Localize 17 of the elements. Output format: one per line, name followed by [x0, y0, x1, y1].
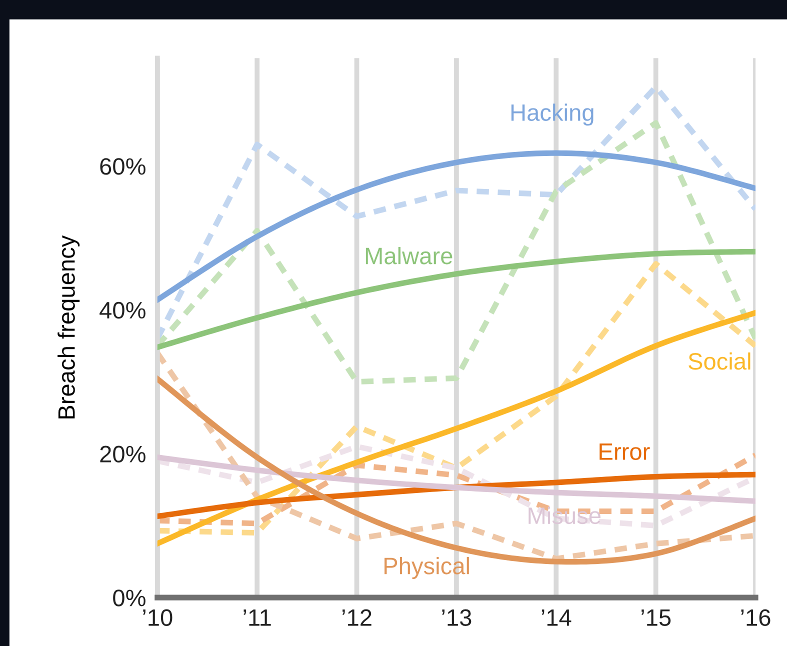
series-label: Malware	[366, 246, 452, 264]
y-tick-label: 60%	[100, 158, 146, 175]
x-tick-label: ’14	[542, 610, 572, 626]
x-tick-label: ’13	[442, 609, 472, 626]
y-axis-title: Breach frequency	[58, 235, 80, 418]
series-label: Hacking	[511, 104, 594, 126]
y-tick-label: 20%	[100, 446, 146, 462]
x-tick-label: ’16	[741, 609, 770, 626]
x-tick-label: ’15	[642, 610, 671, 626]
series-label: Physical	[384, 557, 469, 580]
x-tick-label: ’10	[143, 609, 172, 626]
series-label: Error	[600, 444, 650, 460]
x-tick-label: ’11	[244, 610, 271, 626]
y-tick-label: 0%	[113, 590, 146, 606]
x-tick-label: ’12	[342, 609, 372, 626]
series-label: Social	[688, 352, 750, 370]
y-tick-label: 40%	[100, 302, 146, 319]
